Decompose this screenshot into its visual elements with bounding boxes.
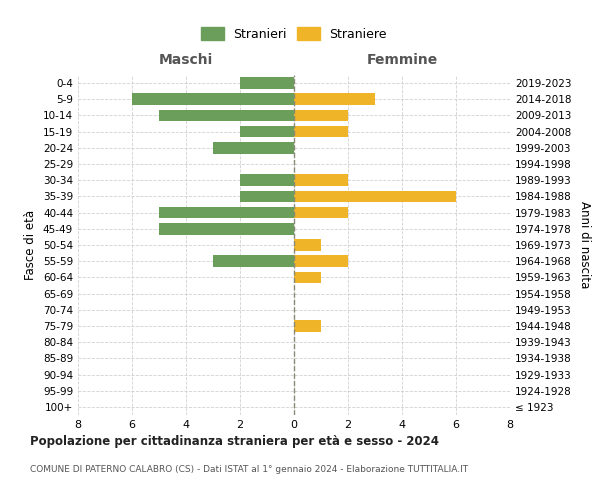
Text: Maschi: Maschi	[159, 54, 213, 68]
Bar	[240, 190, 294, 202]
Text: Popolazione per cittadinanza straniera per età e sesso - 2024: Popolazione per cittadinanza straniera p…	[30, 435, 439, 448]
Bar	[159, 110, 294, 122]
Legend: Stranieri, Straniere: Stranieri, Straniere	[197, 24, 391, 44]
Y-axis label: Fasce di età: Fasce di età	[25, 210, 37, 280]
Bar	[240, 174, 294, 186]
Bar	[294, 94, 375, 105]
Bar	[294, 256, 348, 267]
Bar	[240, 78, 294, 89]
Bar	[294, 190, 456, 202]
Bar	[213, 142, 294, 154]
Bar	[294, 320, 321, 332]
Bar	[159, 207, 294, 218]
Bar	[132, 94, 294, 105]
Text: Femmine: Femmine	[367, 54, 437, 68]
Bar	[294, 207, 348, 218]
Bar	[294, 126, 348, 138]
Bar	[294, 239, 321, 251]
Bar	[294, 174, 348, 186]
Y-axis label: Anni di nascita: Anni di nascita	[578, 202, 591, 288]
Bar	[294, 272, 321, 283]
Text: COMUNE DI PATERNO CALABRO (CS) - Dati ISTAT al 1° gennaio 2024 - Elaborazione TU: COMUNE DI PATERNO CALABRO (CS) - Dati IS…	[30, 465, 468, 474]
Bar	[240, 126, 294, 138]
Bar	[294, 110, 348, 122]
Bar	[213, 256, 294, 267]
Bar	[159, 223, 294, 234]
